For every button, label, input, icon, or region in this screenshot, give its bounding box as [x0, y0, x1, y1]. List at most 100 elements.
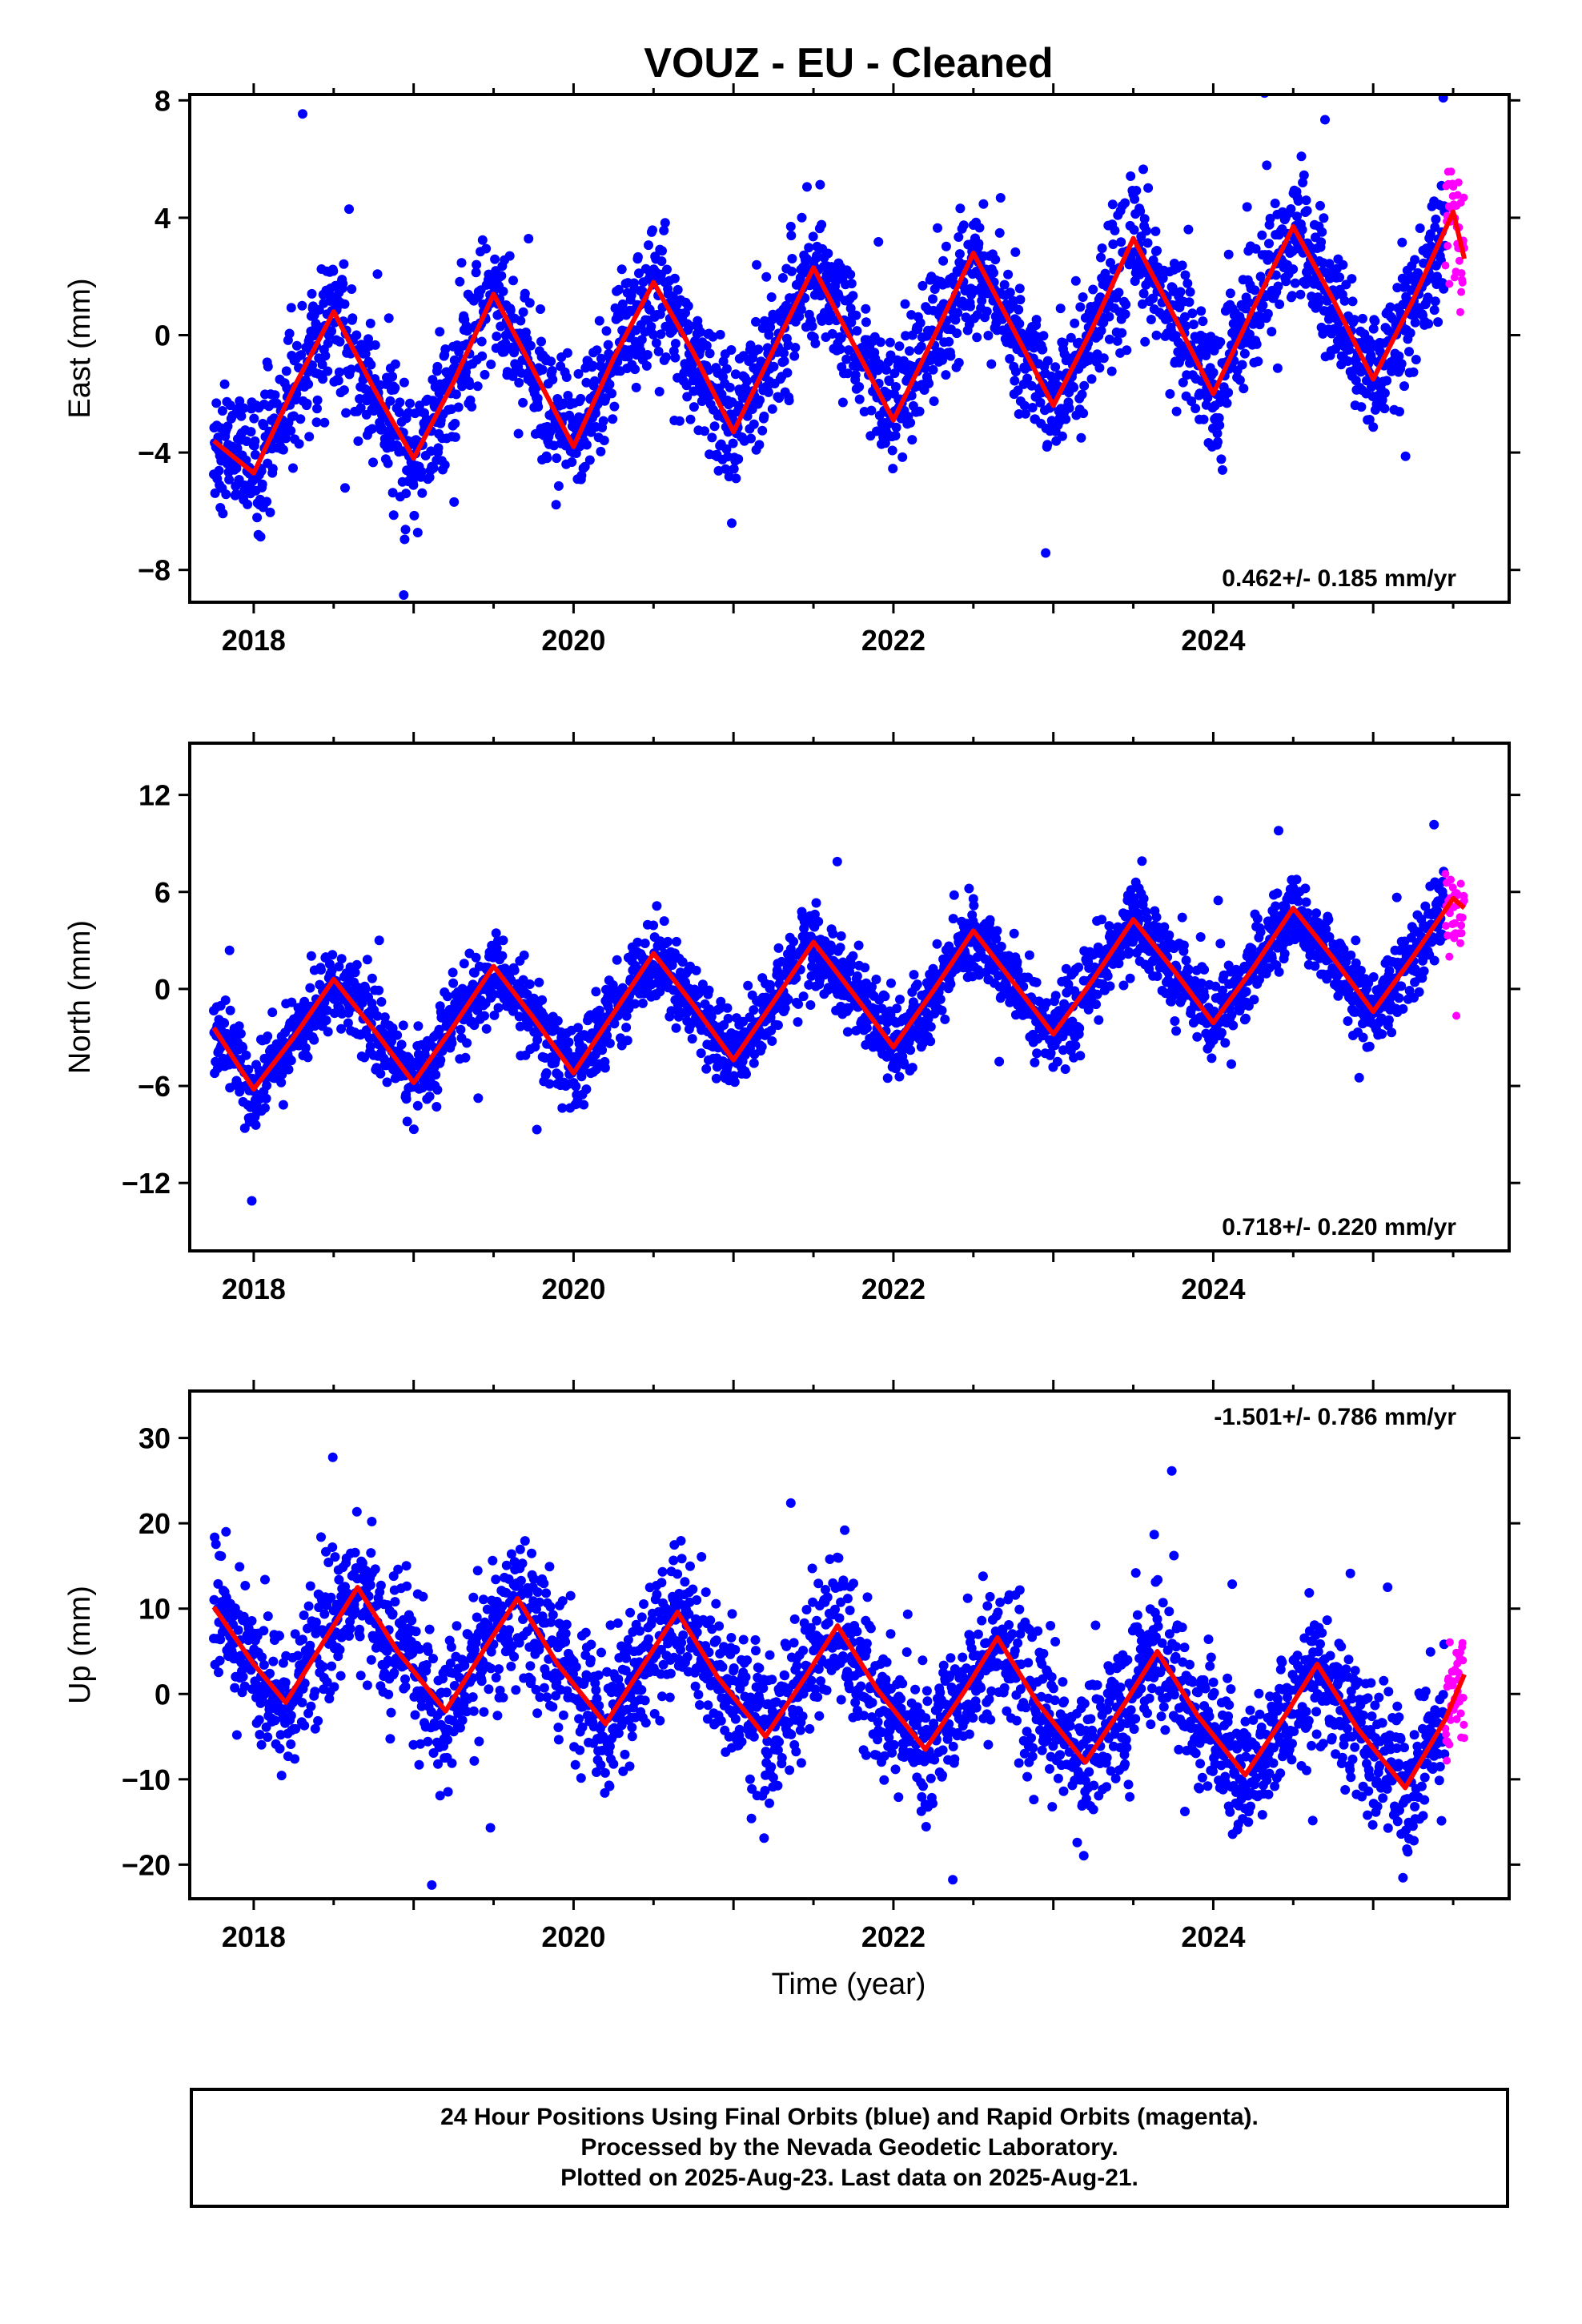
final-orbit-point	[656, 256, 667, 267]
final-orbit-point	[231, 404, 242, 414]
final-orbit-point	[1148, 255, 1158, 265]
final-orbit-point	[278, 444, 288, 455]
final-orbit-point	[296, 350, 307, 360]
final-orbit-point	[929, 396, 939, 406]
final-orbit-point	[707, 432, 717, 443]
final-orbit-point	[1255, 320, 1265, 330]
final-orbit-point	[1415, 223, 1425, 233]
final-orbit-point	[259, 420, 269, 431]
final-orbit-point	[742, 411, 753, 421]
final-orbit-point	[1181, 321, 1191, 331]
final-orbit-point	[340, 483, 350, 493]
final-orbit-point	[1410, 255, 1420, 265]
final-orbit-point	[796, 304, 806, 315]
final-orbit-point	[817, 316, 827, 326]
final-orbit-point	[412, 528, 423, 537]
final-orbit-point	[426, 446, 436, 456]
final-orbit-point	[958, 220, 969, 231]
final-orbit-point	[917, 280, 928, 291]
final-orbit-point	[464, 380, 475, 390]
final-orbit-point	[1138, 164, 1148, 175]
final-orbit-point	[741, 1069, 751, 1080]
final-orbit-point	[327, 950, 338, 960]
final-orbit-point	[1165, 388, 1175, 399]
final-orbit-point	[220, 995, 231, 1005]
final-orbit-point	[1281, 276, 1291, 287]
final-orbit-point	[1005, 287, 1015, 298]
final-orbit-point	[307, 360, 317, 371]
final-orbit-point	[889, 368, 900, 379]
final-orbit-point	[1091, 999, 1101, 1010]
final-orbit-point	[954, 357, 964, 368]
final-orbit-point	[685, 321, 695, 332]
final-orbit-point	[224, 945, 235, 955]
final-orbit-point	[234, 1021, 244, 1031]
final-orbit-point	[1177, 340, 1187, 351]
final-orbit-point	[641, 360, 652, 371]
final-orbit-point	[938, 255, 949, 266]
final-orbit-point	[562, 1046, 572, 1056]
final-orbit-point	[1216, 1027, 1227, 1038]
final-orbit-point	[231, 489, 241, 499]
final-orbit-point	[399, 377, 409, 388]
final-orbit-point	[810, 338, 821, 348]
final-orbit-point	[1171, 1026, 1182, 1036]
final-orbit-point	[1052, 1056, 1062, 1067]
final-orbit-point	[533, 402, 544, 412]
final-orbit-point	[722, 1003, 733, 1013]
final-orbit-point	[594, 1005, 604, 1015]
final-orbit-point	[281, 366, 291, 376]
final-orbit-point	[899, 1059, 909, 1070]
final-orbit-point	[1301, 897, 1311, 907]
final-orbit-point	[1009, 928, 1019, 939]
final-orbit-point	[1191, 404, 1201, 413]
final-orbit-point	[601, 326, 612, 336]
final-orbit-point	[880, 438, 890, 448]
final-orbit-point	[1170, 1016, 1180, 1026]
final-orbit-point	[298, 109, 307, 119]
final-orbit-point	[630, 364, 640, 375]
final-orbit-point	[1213, 436, 1223, 447]
final-orbit-point	[1286, 204, 1296, 214]
final-orbit-point	[312, 404, 322, 414]
final-orbit-point	[1199, 991, 1210, 1002]
final-orbit-point	[383, 458, 393, 468]
final-orbit-point	[428, 463, 439, 473]
final-orbit-point	[518, 307, 528, 317]
final-orbit-point	[1151, 330, 1162, 340]
final-orbit-point	[705, 1004, 715, 1015]
final-orbit-point	[905, 417, 916, 428]
final-orbit-point	[805, 1000, 816, 1010]
final-orbit-point	[1076, 432, 1086, 443]
final-orbit-point	[546, 356, 556, 367]
final-orbit-point	[1014, 283, 1025, 294]
final-orbit-point	[891, 382, 901, 392]
final-orbit-point	[1255, 271, 1266, 282]
final-orbit-point	[1046, 1048, 1056, 1058]
final-orbit-point	[905, 346, 914, 356]
final-orbit-point	[882, 1073, 893, 1084]
final-orbit-point	[621, 1023, 632, 1032]
final-orbit-point	[1137, 856, 1147, 866]
final-orbit-point	[1274, 967, 1284, 977]
final-orbit-point	[846, 317, 857, 328]
final-orbit-point	[239, 403, 249, 413]
final-orbit-point	[793, 1017, 803, 1027]
final-orbit-point	[257, 479, 267, 489]
final-orbit-point	[888, 464, 898, 474]
final-orbit-point	[785, 221, 796, 231]
final-orbit-point	[481, 1023, 492, 1034]
final-orbit-point	[836, 333, 846, 343]
final-orbit-point	[1094, 1015, 1104, 1025]
final-orbit-point	[288, 463, 298, 473]
final-orbit-point	[1303, 908, 1313, 919]
final-orbit-point	[286, 303, 296, 313]
final-orbit-point	[387, 372, 398, 382]
final-orbit-point	[779, 348, 789, 358]
final-orbit-point	[1199, 414, 1209, 424]
final-orbit-point	[721, 364, 732, 374]
final-orbit-point	[581, 440, 592, 450]
final-orbit-point	[1088, 284, 1098, 295]
final-orbit-point	[1211, 981, 1221, 991]
final-orbit-point	[1426, 241, 1436, 251]
